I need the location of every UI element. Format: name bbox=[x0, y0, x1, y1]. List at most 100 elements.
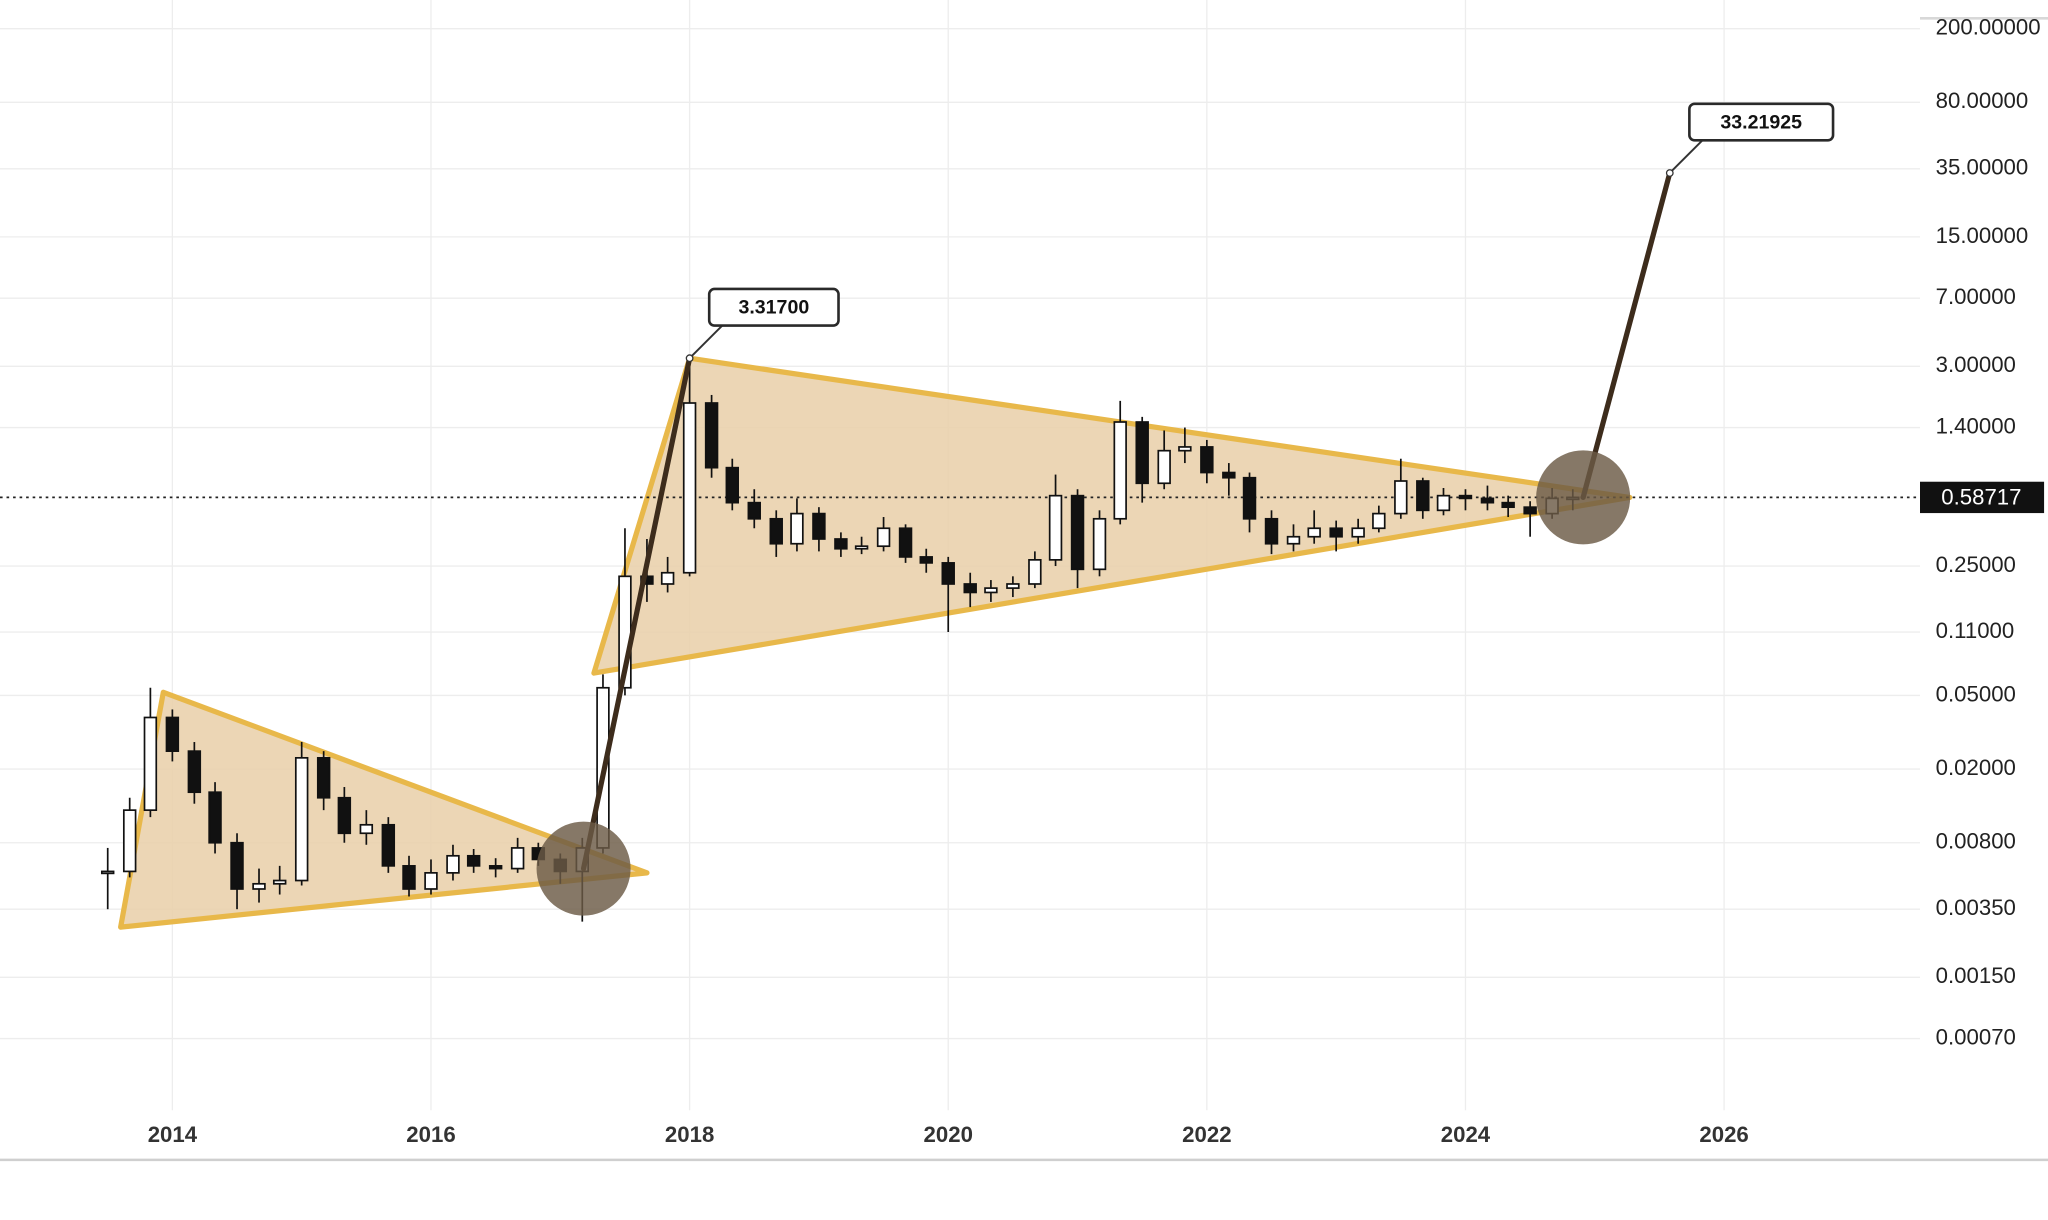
candle-body bbox=[1416, 480, 1430, 512]
candle-body bbox=[165, 716, 180, 752]
candle-body bbox=[488, 865, 503, 870]
candle-body bbox=[187, 750, 202, 794]
y-tick-label: 0.05000 bbox=[1936, 681, 2016, 706]
annotation-point bbox=[1665, 169, 1674, 177]
candle-body bbox=[1135, 421, 1149, 485]
candle-body bbox=[446, 854, 460, 874]
candle-body bbox=[424, 872, 438, 890]
candle-body bbox=[359, 823, 374, 835]
candle-body bbox=[1394, 480, 1408, 515]
candle-body bbox=[294, 756, 309, 882]
candle-body bbox=[1286, 535, 1301, 545]
annotation-point bbox=[685, 354, 694, 363]
x-tick-label: 2016 bbox=[406, 1122, 455, 1147]
y-tick-label: 15.00000 bbox=[1936, 223, 2029, 248]
candle-body bbox=[1113, 421, 1127, 520]
annotation-label: 3.31700 bbox=[738, 297, 809, 319]
candle-body bbox=[230, 841, 244, 890]
candle-body bbox=[747, 501, 761, 520]
candle-body bbox=[790, 512, 804, 545]
candle-body bbox=[252, 882, 266, 890]
candle-body bbox=[510, 847, 525, 870]
candle-body bbox=[919, 556, 933, 564]
candle-body bbox=[963, 583, 977, 594]
candle-body bbox=[725, 466, 740, 504]
candle-body bbox=[316, 756, 331, 799]
candle-body bbox=[1242, 476, 1257, 520]
last-price-tag bbox=[1920, 481, 2045, 514]
y-tick-label: 0.00070 bbox=[1936, 1024, 2016, 1049]
candle-body bbox=[941, 562, 955, 585]
y-tick-label: 0.11000 bbox=[1936, 618, 2015, 643]
y-tick-label: 80.00000 bbox=[1936, 88, 2029, 113]
annotation-pointer bbox=[1669, 139, 1704, 174]
candle-body bbox=[1178, 446, 1192, 452]
candle-body bbox=[1222, 471, 1236, 479]
x-tick-label: 2026 bbox=[1699, 1122, 1748, 1147]
candle-body bbox=[834, 538, 848, 550]
annotation-box bbox=[1688, 102, 1835, 142]
candle-body bbox=[143, 716, 158, 811]
candle-body bbox=[1480, 497, 1495, 504]
candle-body bbox=[1070, 494, 1085, 571]
y-tick-label: 1.40000 bbox=[1936, 413, 2016, 438]
x-tick-label: 2024 bbox=[1441, 1122, 1491, 1147]
candle-body bbox=[1523, 506, 1537, 515]
candle-body bbox=[898, 527, 913, 558]
breakout-circle bbox=[536, 821, 631, 916]
projection-line bbox=[580, 355, 693, 872]
candle-body bbox=[208, 791, 222, 844]
candle-body bbox=[1351, 527, 1365, 538]
candle-body bbox=[1006, 583, 1020, 589]
candle-body bbox=[272, 879, 287, 885]
y-tick-label: 200.00000 bbox=[1936, 15, 2041, 40]
candle-body bbox=[1200, 446, 1214, 474]
y-tick-label: 0.00800 bbox=[1936, 829, 2016, 854]
y-tick-label: 0.00350 bbox=[1936, 895, 2016, 920]
candle-body bbox=[876, 527, 891, 548]
annotation-box bbox=[707, 287, 840, 327]
annotation-pointer bbox=[688, 324, 723, 359]
y-tick-label: 7.00000 bbox=[1936, 284, 2016, 309]
triangle-pattern bbox=[591, 355, 1633, 676]
candle-body bbox=[1028, 559, 1042, 585]
projection-line bbox=[1580, 170, 1673, 501]
candle-body bbox=[1458, 494, 1473, 500]
x-tick-label: 2018 bbox=[665, 1122, 714, 1147]
candle-body bbox=[854, 545, 869, 550]
x-tick-label: 2020 bbox=[924, 1122, 973, 1147]
candle-body bbox=[381, 823, 396, 867]
candle-body bbox=[1329, 527, 1343, 538]
y-tick-label: 0.02000 bbox=[1936, 755, 2016, 780]
y-tick-label: 35.00000 bbox=[1936, 155, 2029, 180]
annotation-label: 33.21925 bbox=[1720, 112, 1802, 134]
candle-body bbox=[1092, 517, 1107, 571]
y-tick-label: 3.00000 bbox=[1936, 352, 2016, 377]
candle-body bbox=[769, 517, 783, 545]
candle-body bbox=[122, 809, 137, 873]
candle-body bbox=[1436, 494, 1451, 512]
candle-body bbox=[337, 796, 352, 835]
candle-body bbox=[100, 870, 115, 875]
candle-body bbox=[1264, 517, 1279, 545]
x-tick-label: 2022 bbox=[1182, 1122, 1231, 1147]
x-tick-label: 2014 bbox=[148, 1122, 198, 1147]
candle-body bbox=[660, 571, 675, 585]
candle-body bbox=[466, 854, 481, 867]
candle-body bbox=[1157, 449, 1171, 485]
candle-body bbox=[984, 587, 998, 594]
candle-body bbox=[402, 865, 416, 890]
candle-body bbox=[1048, 494, 1063, 561]
candle-body bbox=[1501, 501, 1515, 509]
last-price-label: 0.58717 bbox=[1941, 485, 2021, 510]
y-tick-label: 0.25000 bbox=[1936, 552, 2016, 577]
candle-body bbox=[812, 512, 826, 540]
candle-body bbox=[1307, 527, 1321, 538]
y-tick-label: 0.00150 bbox=[1936, 963, 2016, 988]
candle-body bbox=[1372, 512, 1386, 530]
breakout-circle bbox=[1536, 450, 1631, 545]
candle-body bbox=[704, 402, 719, 469]
